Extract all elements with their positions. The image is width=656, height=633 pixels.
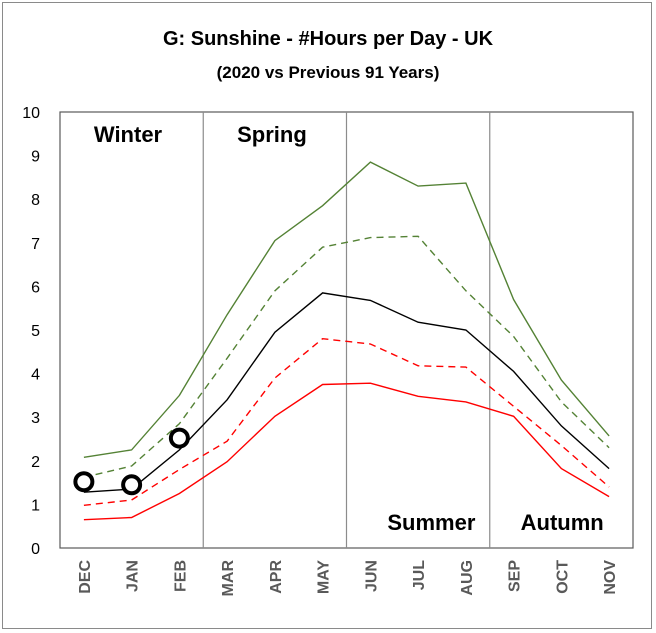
y-tick-label: 0 [31,541,40,558]
markers-2020 [73,427,190,496]
season-dividers: Winter Spring Summer Autumn [94,112,604,548]
y-tick-label: 6 [31,279,40,296]
x-tick-label: NOV [602,560,619,595]
x-tick-label: MAR [220,560,237,597]
x-tick-label: DEC [77,560,94,594]
series-line-1 [83,235,610,479]
marker-2020-point [121,474,143,496]
marker-2020-point [168,427,190,449]
series-lines [83,161,610,521]
x-tick-label: AUG [459,560,476,596]
y-tick-label: 3 [31,410,40,427]
y-tick-label: 1 [31,497,40,514]
y-tick-label: 2 [31,454,40,471]
y-tick-label: 8 [31,192,40,209]
x-tick-label: SEP [507,560,524,592]
y-tick-label: 5 [31,323,40,340]
marker-2020-point [73,471,95,493]
x-tick-label: FEB [172,560,189,592]
x-tick-label: MAY [316,560,333,594]
x-tick-label: APR [268,560,285,594]
x-tick-label: JAN [125,560,142,592]
x-axis-ticks: DEC JAN FEB MAR APR MAY JUN JUL AUG SEP OCT NOV [77,560,619,597]
chart-title: G: Sunshine - #Hours per Day - UK [163,28,494,50]
season-label: Spring [237,122,307,147]
series-line-3 [83,337,610,506]
series-line-2 [83,292,610,493]
y-axis-ticks: 0 1 2 3 4 5 6 7 8 9 10 [22,105,40,558]
x-tick-label: OCT [554,560,571,594]
season-label: Autumn [521,510,604,535]
y-tick-label: 7 [31,236,40,253]
series-line-0 [83,161,610,458]
season-label: Summer [387,510,475,535]
chart-subtitle: (2020 vs Previous 91 Years) [217,63,440,82]
y-tick-label: 4 [31,367,40,384]
y-tick-label: 10 [22,105,40,122]
y-tick-label: 9 [31,149,40,166]
series-line-4 [83,382,610,521]
season-label: Winter [94,122,163,147]
x-tick-label: JUN [363,560,380,592]
x-tick-label: JUL [411,560,428,590]
